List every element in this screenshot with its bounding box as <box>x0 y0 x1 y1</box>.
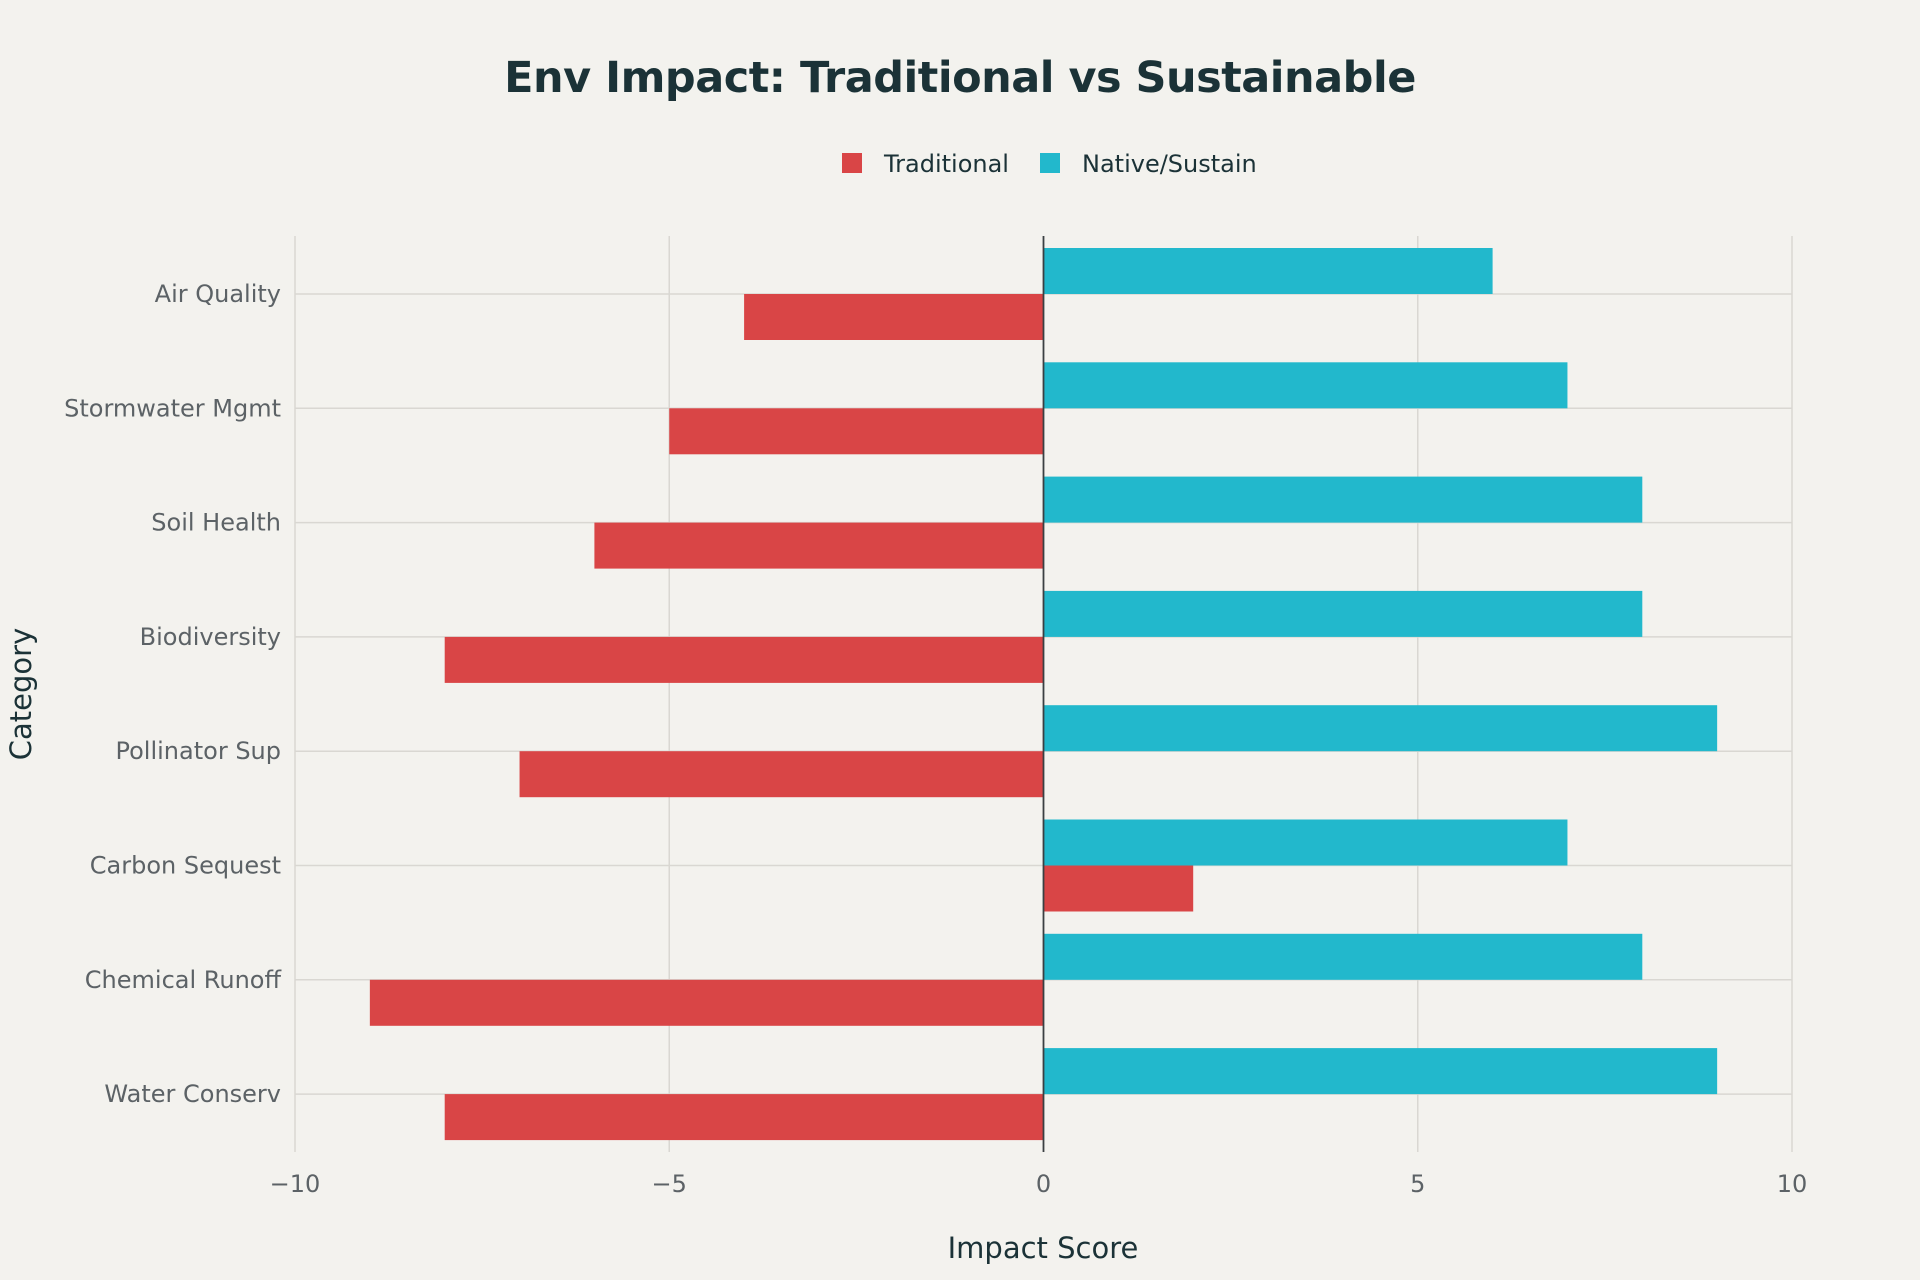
bar-native-sustain <box>1043 248 1493 294</box>
x-tick-label: −5 <box>652 1170 687 1198</box>
legend-label: Traditional <box>883 150 1009 178</box>
legend-label: Native/Sustain <box>1082 150 1257 178</box>
y-axis-title: Category <box>4 628 38 760</box>
category-label: Air Quality <box>155 280 281 308</box>
bar-native-sustain <box>1043 705 1718 752</box>
category-label: Soil Health <box>151 509 281 537</box>
category-label: Biodiversity <box>140 623 281 651</box>
legend: Traditional Native/Sustain <box>842 150 1257 178</box>
legend-swatch <box>1040 153 1060 173</box>
bar-native-sustain <box>1043 362 1568 409</box>
bar-native-sustain <box>1043 933 1643 980</box>
bar-traditional <box>444 1094 1044 1141</box>
bar-traditional <box>1043 865 1194 912</box>
x-axis-title: Impact Score <box>948 1231 1139 1265</box>
bar-traditional <box>744 294 1044 340</box>
bar-traditional <box>444 636 1044 683</box>
category-label: Water Conserv <box>104 1080 281 1108</box>
bar-traditional <box>594 522 1044 569</box>
x-tick-labels: −10 −5 0 5 10 <box>270 1170 1808 1198</box>
x-tick-label: 0 <box>1036 1170 1051 1198</box>
category-labels: Air Quality Stormwater Mgmt Soil Health Bio… <box>64 280 281 1108</box>
category-label: Stormwater Mgmt <box>64 394 281 422</box>
bar-native-sustain <box>1043 1048 1718 1095</box>
bar-traditional <box>669 408 1044 455</box>
bar-traditional <box>369 979 1044 1026</box>
x-tick-label: −10 <box>270 1170 321 1198</box>
x-tick-label: 10 <box>1777 1170 1808 1198</box>
bars <box>369 236 1718 1152</box>
bar-native-sustain <box>1043 590 1643 637</box>
bar-native-sustain <box>1043 819 1568 866</box>
category-label: Chemical Runoff <box>85 966 282 994</box>
chart-title: Env Impact: Traditional vs Sustainable <box>504 53 1416 103</box>
category-label: Pollinator Sup <box>116 737 282 765</box>
category-label: Carbon Sequest <box>90 852 281 880</box>
bar-native-sustain <box>1043 476 1643 523</box>
x-tick-label: 5 <box>1410 1170 1425 1198</box>
legend-swatch <box>842 153 862 173</box>
bar-traditional <box>519 751 1044 798</box>
